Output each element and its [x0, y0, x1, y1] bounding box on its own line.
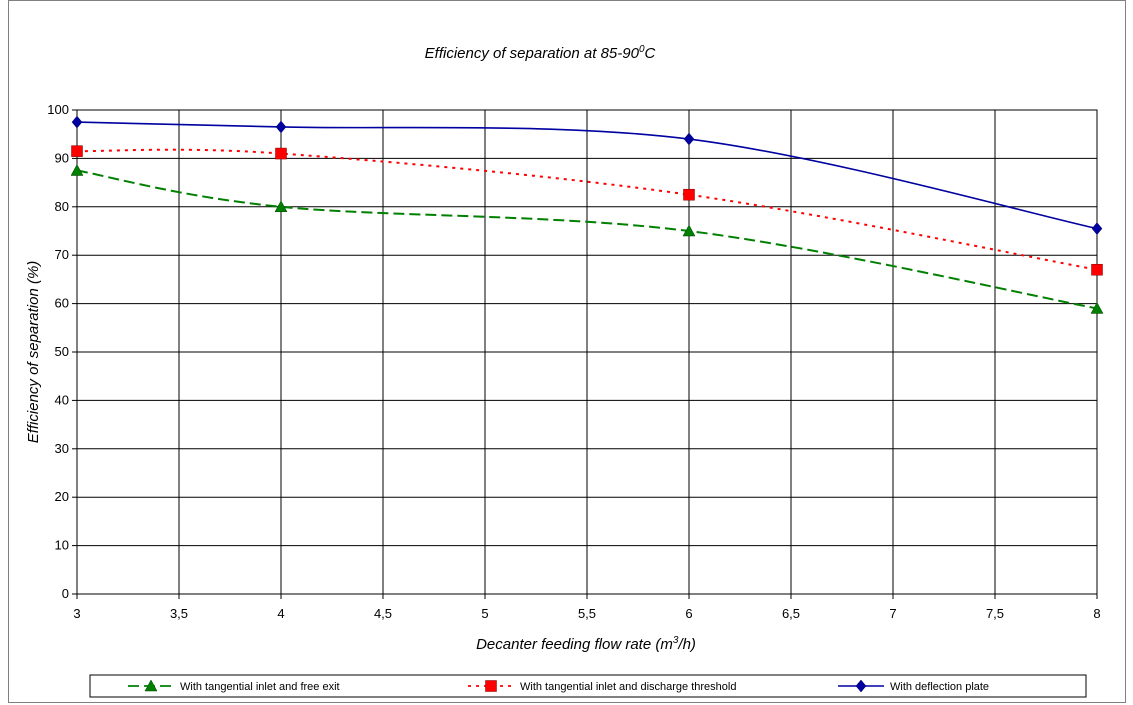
x-tick-label: 4,5 [374, 606, 392, 621]
legend-swatch-marker [485, 680, 497, 692]
x-axis-label: Decanter feeding flow rate (m3/h) [476, 635, 696, 653]
legend-label: With deflection plate [890, 681, 989, 693]
legend-label: With tangential inlet and discharge thre… [520, 681, 736, 693]
tick-labels: 0 10 20 30 40 50 60 70 80 90 100 3 3,5 4 4,5 5 5,5 6 6,5 7 7… [47, 102, 1100, 621]
grid [72, 109, 1098, 599]
x-tick-label: 3,5 [170, 606, 188, 621]
series-2 [71, 145, 1103, 276]
y-tick-label: 30 [55, 441, 69, 456]
legend: With tangential inlet and free exit With … [89, 674, 1087, 698]
legend-label: With tangential inlet and free exit [180, 681, 340, 693]
y-tick-label: 90 [55, 150, 69, 165]
data-point [683, 132, 695, 146]
data-point [1091, 222, 1103, 235]
data-point [71, 115, 83, 129]
legend-swatch-marker [144, 679, 158, 692]
data-point [1090, 301, 1104, 314]
legend-swatch-marker [855, 679, 867, 693]
y-tick-label: 20 [55, 489, 69, 504]
data-point [275, 147, 287, 160]
series-line [76, 169, 1098, 310]
y-tick-label: 0 [62, 586, 69, 601]
x-tick-label: 5,5 [578, 606, 596, 621]
y-tick-label: 50 [55, 344, 69, 359]
data-point [1091, 263, 1103, 276]
x-tick-label: 7 [889, 606, 896, 621]
chart-title: Efficiency of separation at 85-900C [425, 44, 656, 62]
data-point [71, 145, 83, 157]
data-point [683, 188, 695, 201]
data-point [70, 163, 84, 176]
y-tick-label: 60 [55, 296, 69, 311]
series-line [76, 121, 1098, 230]
series-3 [71, 115, 1103, 235]
x-tick-label: 4 [277, 606, 284, 621]
y-tick-label: 100 [47, 102, 69, 117]
y-axis-label: Efficiency of separation (%) [25, 261, 42, 444]
data-point [274, 200, 288, 213]
y-tick-label: 40 [55, 392, 69, 407]
legend-box [89, 674, 1087, 698]
series-1 [70, 163, 1104, 314]
legend-entry: With deflection plate [838, 679, 989, 693]
x-tick-label: 3 [73, 606, 80, 621]
legend-entry: With tangential inlet and free exit [128, 679, 340, 693]
x-tick-label: 8 [1093, 606, 1100, 621]
data-point [275, 120, 287, 134]
y-tick-label: 80 [55, 199, 69, 214]
y-tick-label: 70 [55, 247, 69, 262]
y-tick-label: 10 [55, 538, 69, 553]
legend-entry: With tangential inlet and discharge thre… [468, 680, 736, 693]
x-tick-label: 6 [685, 606, 692, 621]
series-layer [70, 115, 1104, 314]
plot-area-border [76, 109, 1098, 595]
series-line [76, 148, 1098, 271]
x-tick-label: 6,5 [782, 606, 800, 621]
x-tick-label: 5 [481, 606, 488, 621]
data-point [682, 224, 696, 237]
x-tick-label: 7,5 [986, 606, 1004, 621]
